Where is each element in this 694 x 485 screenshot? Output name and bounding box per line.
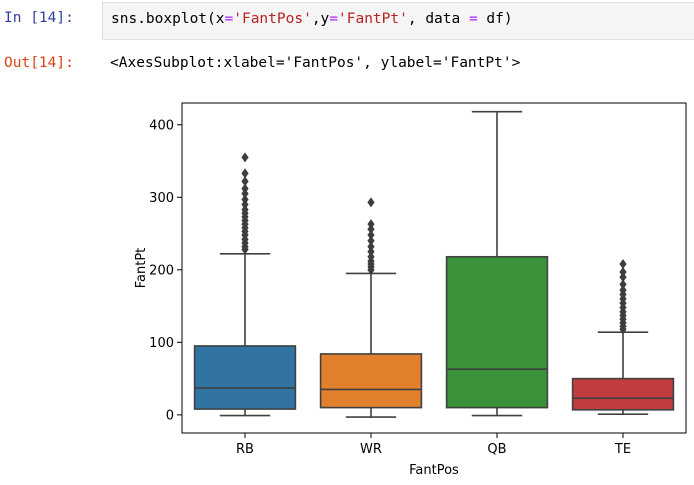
y-tick-label: 200	[149, 263, 174, 278]
box-qb	[445, 255, 549, 409]
outlier-point	[619, 279, 627, 290]
code-op: =	[468, 11, 478, 27]
outlier-point	[367, 224, 375, 235]
code-op: =	[329, 11, 339, 27]
output-prompt: Out[14]:	[4, 55, 74, 71]
x-axis-label: FantPos	[409, 463, 459, 478]
box-rb	[193, 345, 297, 410]
x-tick-label: TE	[614, 442, 631, 457]
code-op: =	[224, 11, 234, 27]
code-arg: , data	[407, 11, 469, 27]
outlier-point	[619, 285, 627, 296]
outlier-point	[241, 152, 249, 163]
outlier-point	[241, 204, 249, 215]
code-func: sns.boxplot(x	[111, 11, 225, 27]
outlier-point	[367, 219, 375, 230]
outlier-point	[367, 241, 375, 252]
code-string: 'FantPos'	[233, 11, 312, 27]
outlier-point	[241, 168, 249, 179]
plot-frame	[181, 102, 687, 434]
outlier-point	[367, 251, 375, 262]
output-text: <AxesSubplot:xlabel='FantPos', ylabel='F…	[110, 55, 521, 71]
outlier-point	[367, 235, 375, 246]
y-tick-label: 100	[149, 336, 174, 351]
box-te	[571, 377, 675, 411]
code-arg: ,y	[311, 11, 330, 27]
code-cell[interactable]: sns.boxplot(x='FantPos',y='FantPt', data…	[102, 2, 694, 40]
outlier-point	[367, 229, 375, 241]
y-axis-label: FantPt	[134, 248, 149, 289]
code-string: 'FantPt'	[338, 11, 408, 27]
outlier-point	[367, 197, 375, 208]
outlier-point	[619, 272, 627, 283]
x-tick-label: RB	[236, 442, 254, 457]
input-prompt: In [14]:	[4, 10, 74, 26]
outlier-point	[619, 266, 627, 278]
outlier-point	[241, 194, 249, 205]
code-arg: df)	[477, 11, 513, 27]
outlier-point	[367, 246, 375, 257]
outlier-point	[241, 199, 249, 210]
x-tick-label: QB	[487, 442, 506, 457]
outlier-point	[241, 176, 249, 187]
y-tick-label: 400	[149, 118, 174, 133]
outlier-point	[619, 258, 627, 270]
outlier-point	[241, 183, 249, 194]
outlier-point	[241, 188, 249, 199]
y-tick-label: 300	[149, 191, 174, 206]
x-tick-label: WR	[360, 442, 382, 457]
y-tick-label: 0	[166, 408, 174, 423]
box-wr	[319, 353, 423, 409]
code-line: sns.boxplot(x='FantPos',y='FantPt', data…	[111, 11, 513, 27]
